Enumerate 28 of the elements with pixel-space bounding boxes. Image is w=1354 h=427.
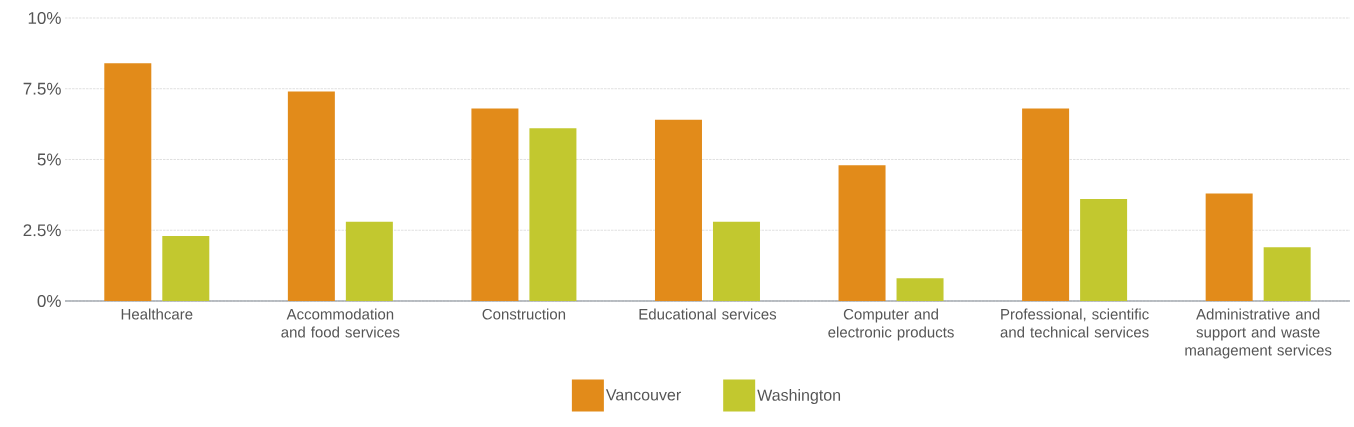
bar	[1263, 247, 1311, 301]
y-tick-label: 7.5%	[23, 82, 61, 95]
bar	[345, 221, 393, 301]
bar	[654, 119, 702, 301]
legend-label: Vancouver	[605, 389, 681, 401]
x-tick-label: Healthcare	[121, 308, 193, 320]
x-tick-label: Computer and electronic products	[828, 308, 954, 341]
bar	[1080, 199, 1128, 301]
bar	[1022, 108, 1070, 301]
bar	[838, 165, 886, 301]
bar	[896, 278, 944, 301]
y-tick-label: 0%	[37, 294, 61, 308]
bar	[471, 108, 519, 301]
x-tick-label: Educational services	[639, 308, 777, 320]
y-tick-label: 10%	[28, 11, 61, 25]
bar	[1205, 193, 1253, 301]
x-tick-label: Accommodation and food services	[281, 308, 400, 338]
bar	[162, 235, 210, 301]
bar	[529, 128, 577, 301]
x-tick-label: Administrative and support and waste management services	[1185, 308, 1332, 359]
bar	[712, 221, 760, 301]
x-tick-label: Construction	[482, 308, 566, 320]
y-tick-label: 2.5%	[23, 224, 61, 237]
bar	[104, 63, 152, 301]
bar	[287, 91, 335, 301]
x-tick-label: Professional, scientific and technical services	[1000, 308, 1149, 338]
legend-label: Washington	[757, 389, 841, 404]
y-tick-label: 5%	[37, 153, 61, 166]
